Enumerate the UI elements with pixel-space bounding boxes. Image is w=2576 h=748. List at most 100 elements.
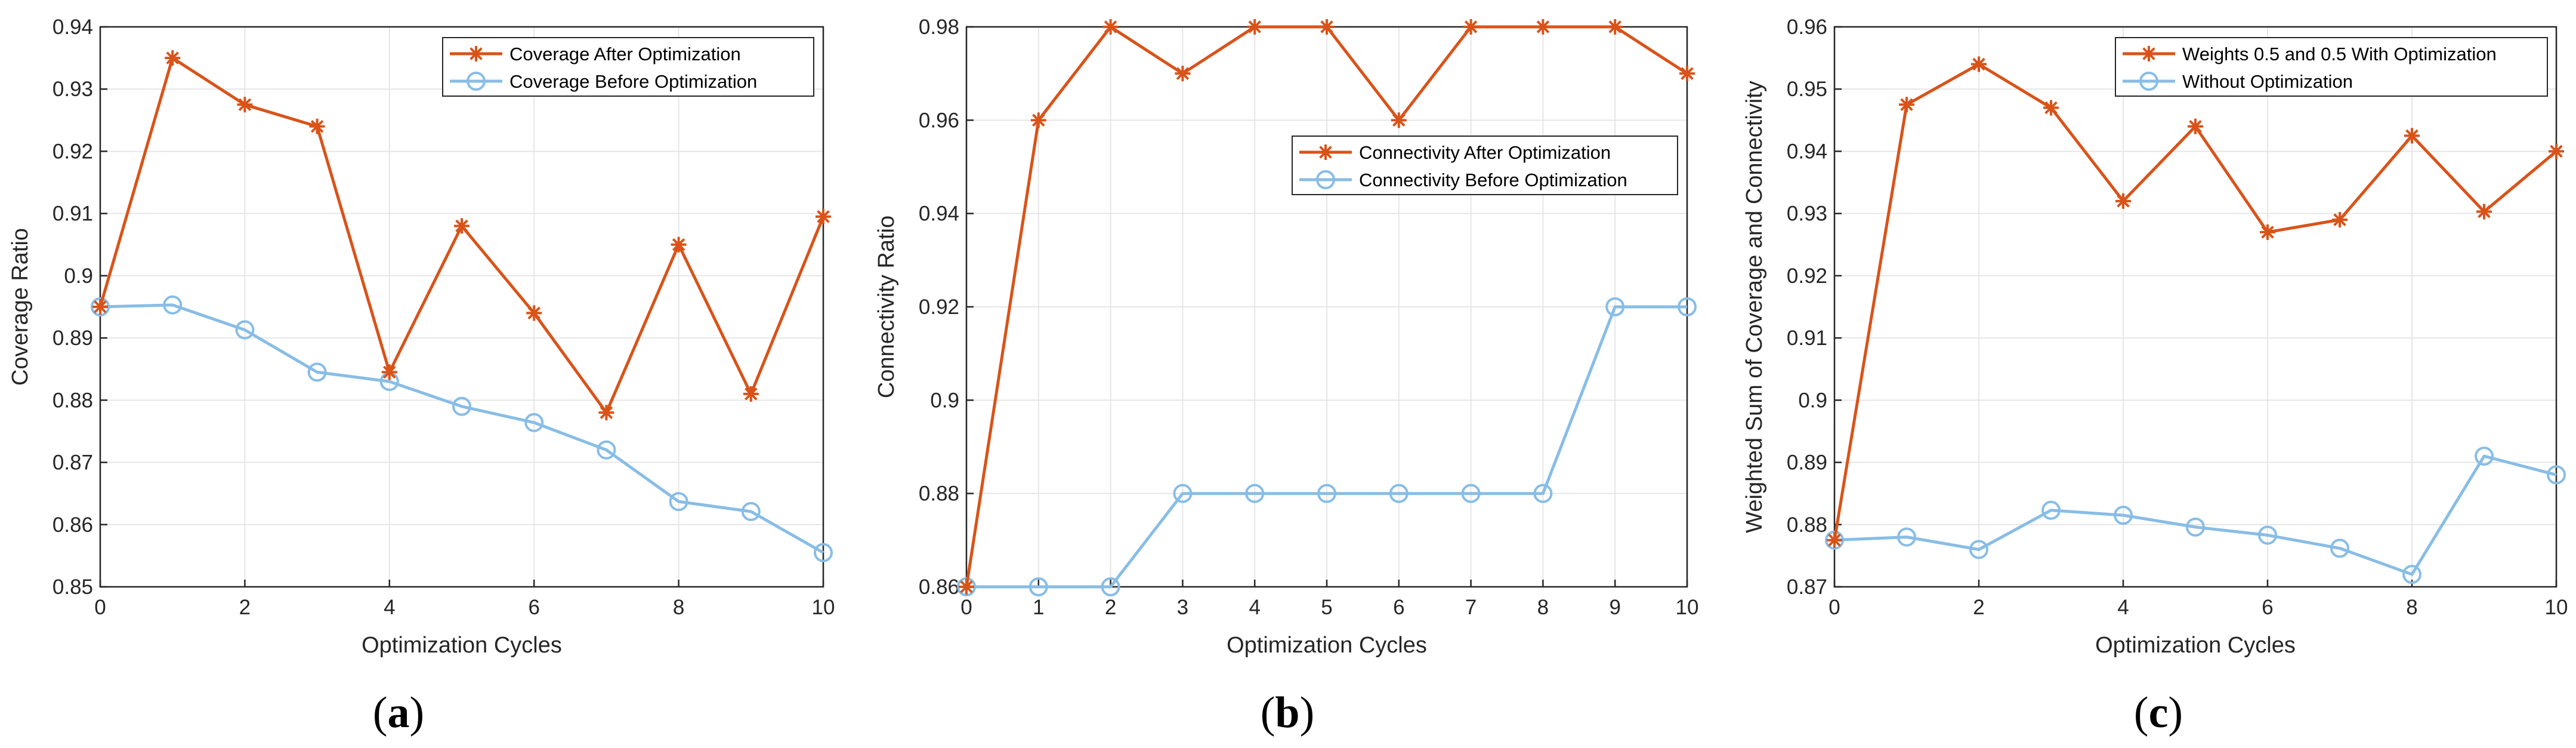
data-point-after-c-9 — [2476, 204, 2492, 220]
data-point-after-b-6 — [1391, 112, 1407, 128]
panel-a: 0 2 4 6 8 10 0.85 0.86 0.87 0.88 0.89 0.9 0.91 0.92 0.… — [8, 16, 835, 737]
legend-c: Weights 0.5 and 0.5 With Optimization Wi… — [2115, 37, 2548, 97]
legend-entry-before-c: Without Optimization — [2123, 71, 2353, 92]
data-point-after-c-7 — [2332, 212, 2348, 228]
grid-c — [1834, 26, 2557, 587]
y-tick-label-c-0p87: 0.87 — [1787, 575, 1827, 599]
x-tick-label-c-4: 4 — [2117, 596, 2129, 619]
x-axis-label-a: Optimization Cycles — [362, 633, 562, 658]
y-tick-label-c-0p89: 0.89 — [1787, 451, 1827, 475]
data-point-before-b-4 — [1245, 484, 1265, 503]
y-tick-label-a-0p9: 0.9 — [64, 264, 93, 288]
data-point-after-a-5 — [454, 218, 470, 234]
legend-b: Connectivity After Optimization Connecti… — [1292, 136, 1678, 195]
caption-c: (c) — [2134, 688, 2183, 737]
caption-close-c: ) — [2168, 688, 2183, 737]
legend-marker-before-a — [467, 72, 486, 91]
y-tick-label-b-0p94: 0.94 — [919, 202, 959, 226]
data-point-after-c-1 — [1899, 97, 1914, 113]
data-point-before-a-10 — [814, 543, 833, 562]
caption-open-a: ( — [373, 688, 388, 737]
caption-b: (b) — [1261, 688, 1314, 737]
data-point-before-a-1 — [163, 295, 183, 315]
data-point-before-a-7 — [597, 440, 616, 460]
y-tick-label-c-0p95: 0.95 — [1787, 78, 1827, 101]
data-point-before-c-5 — [2186, 517, 2205, 537]
x-tick-label-b-6: 6 — [1393, 596, 1404, 619]
legend-box-c — [2115, 37, 2548, 97]
x-tick-label-b-10: 10 — [1676, 596, 1699, 619]
data-point-after-a-2 — [237, 97, 253, 113]
panel-b: 0 1 2 3 4 5 6 7 8 9 100.860.880.90.920.940.960.98 … — [874, 16, 1698, 737]
legend-entry-after-a: Coverage After Optimization — [450, 44, 741, 64]
x-tick-label-a-6: 6 — [528, 596, 539, 619]
y-tick-label-b-0p9: 0.9 — [930, 389, 959, 412]
y-tick-label-a-0p91: 0.91 — [52, 202, 93, 226]
caption-a: (a) — [373, 688, 424, 737]
data-point-after-a-6 — [526, 305, 542, 321]
data-point-after-b-3 — [1175, 66, 1191, 82]
x-tick-label-c-0: 0 — [1828, 596, 1840, 619]
y-tick-label-a-0p86: 0.86 — [52, 513, 93, 537]
legend-entry-before-a: Coverage Before Optimization — [450, 71, 757, 92]
legend-marker-before-b — [1316, 170, 1335, 189]
data-point-after-b-10 — [1679, 66, 1695, 82]
data-point-before-b-7 — [1461, 484, 1481, 503]
data-point-after-c-8 — [2404, 128, 2420, 144]
data-point-before-c-9 — [2475, 447, 2494, 466]
data-point-before-c-2 — [1969, 540, 1988, 559]
series-line-before-a — [100, 303, 824, 554]
caption-open-b: ( — [1261, 688, 1275, 737]
data-point-after-a-3 — [309, 118, 325, 134]
data-point-after-a-8 — [671, 236, 687, 253]
x-axis-label-c: Optimization Cycles — [2095, 633, 2296, 658]
data-point-after-b-8 — [1535, 19, 1551, 35]
data-point-after-a-1 — [165, 50, 181, 66]
data-point-before-c-3 — [2041, 500, 2061, 520]
legend-marker-after-b — [1318, 144, 1333, 160]
data-point-before-c-6 — [2258, 525, 2277, 545]
caption-letter-c: c — [2149, 688, 2169, 737]
legend-entry-after-b: Connectivity After Optimization — [1299, 142, 1611, 163]
x-tick-label-c-8: 8 — [2406, 596, 2417, 619]
y-tick-label-a-0p92: 0.92 — [52, 140, 93, 163]
data-point-before-b-2 — [1101, 577, 1120, 596]
y-tick-label-b-0p92: 0.92 — [919, 295, 959, 319]
series-line-after-a — [98, 56, 825, 414]
y-tick-label-b-0p86: 0.86 — [919, 575, 959, 599]
data-point-after-b-9 — [1607, 19, 1623, 35]
legend-label-before-b: Connectivity Before Optimization — [1359, 170, 1627, 190]
axes-box-c — [1833, 26, 2558, 588]
legend-entry-after-c: Weights 0.5 and 0.5 With Optimization — [2123, 44, 2497, 64]
x-tick-label-b-9: 9 — [1609, 596, 1620, 619]
data-point-before-a-3 — [307, 362, 327, 382]
y-tick-label-c-0p94: 0.94 — [1787, 140, 1827, 163]
data-point-before-a-0 — [91, 297, 110, 316]
y-axis-label-a: Coverage Ratio — [8, 228, 33, 386]
data-point-before-a-5 — [452, 396, 471, 416]
y-tick-label-c-0p92: 0.92 — [1787, 264, 1827, 288]
series-a — [91, 50, 833, 562]
caption-letter-b: b — [1275, 688, 1299, 737]
caption-close-b: ) — [1300, 688, 1315, 737]
legend-label-after-c: Weights 0.5 and 0.5 With Optimization — [2182, 44, 2497, 64]
legend-label-after-a: Coverage After Optimization — [509, 44, 741, 64]
series-b — [957, 19, 1697, 596]
y-tick-label-c-0p96: 0.96 — [1787, 16, 1827, 39]
data-point-after-b-1 — [1030, 112, 1046, 128]
legend-marker-after-c — [2141, 46, 2157, 61]
data-point-before-c-10 — [2547, 465, 2566, 485]
x-tick-label-c-2: 2 — [1973, 596, 1984, 619]
data-point-after-c-10 — [2549, 143, 2564, 159]
data-point-after-a-9 — [743, 386, 759, 402]
series-line-before-b — [966, 305, 1687, 589]
ticks-b: 0 1 2 3 4 5 6 7 8 9 10 0.86 0.88 0.9 0.92 0.94 0.96 0.98 — [919, 16, 1699, 619]
y-tick-label-b-0p88: 0.88 — [919, 482, 959, 506]
y-axis-label-b: Connectivity Ratio — [874, 216, 899, 398]
y-tick-label-c-0p93: 0.93 — [1787, 202, 1827, 226]
y-tick-label-a-0p94: 0.94 — [52, 16, 93, 39]
data-point-after-c-6 — [2260, 224, 2275, 240]
x-tick-label-b-7: 7 — [1465, 596, 1477, 619]
caption-close-a: ) — [410, 688, 425, 737]
